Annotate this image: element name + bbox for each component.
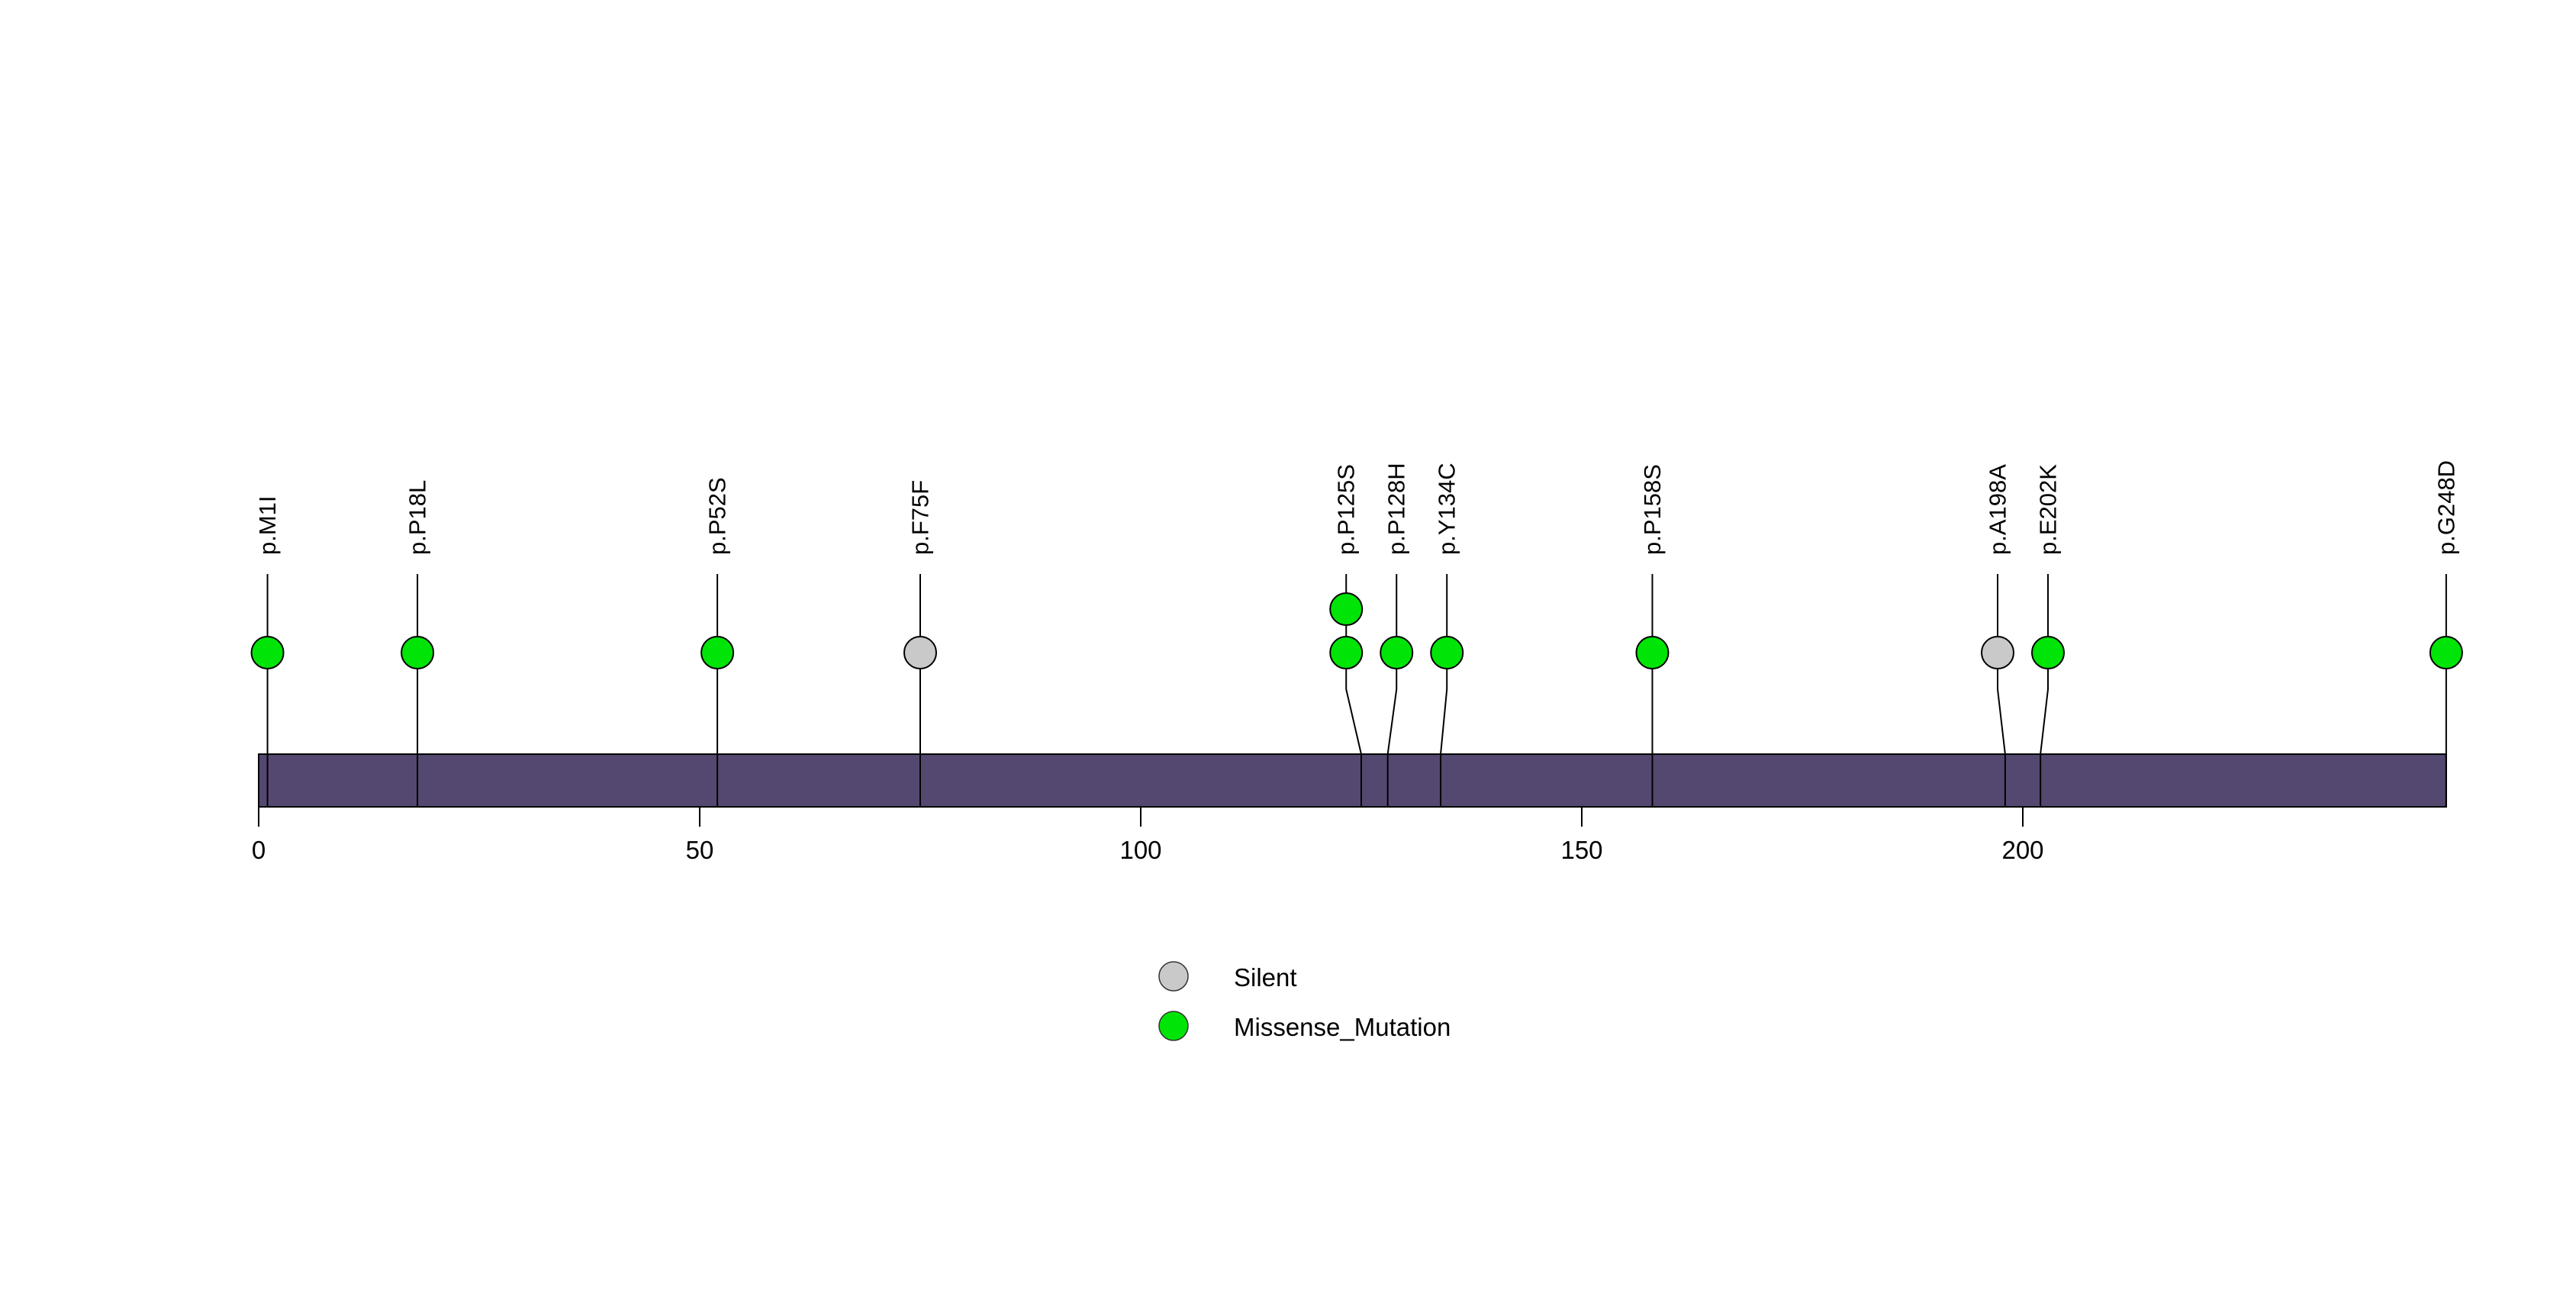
mutation-marker — [1981, 636, 2014, 669]
mutation-marker — [1329, 636, 1364, 669]
mutation-marker — [1635, 636, 1670, 669]
mutation-marker — [2429, 636, 2463, 669]
axis-tick-label: 200 — [2001, 836, 2043, 864]
axis-tick-label: 100 — [1119, 836, 1161, 864]
mutation-label: p.F75F — [907, 480, 934, 555]
axis-tick-label: 0 — [252, 836, 266, 864]
mutation-label: p.Y134C — [1434, 463, 1460, 555]
mutation-label: p.P18L — [404, 480, 431, 555]
mutation-label: p.P52S — [704, 477, 731, 555]
axis-tick-label: 50 — [686, 836, 714, 864]
mutation-label: p.G248D — [2433, 460, 2459, 555]
lollipop-stick — [1345, 574, 1362, 807]
mutation-label-layer: p.M1I p.P18L p.P52S p.F75F p.P125S p.P128H p.Y… — [254, 460, 2459, 555]
legend-label-silent: Silent — [1234, 963, 1297, 992]
lollipop-stick — [2040, 574, 2049, 807]
mutation-marker-layer — [250, 592, 2463, 669]
lollipop-stick — [1440, 574, 1448, 807]
mutation-label: p.P125S — [1333, 464, 1360, 555]
axis-tick-label: 150 — [1560, 836, 1602, 864]
x-axis-layer: 0 50 100 150 200 — [252, 807, 2044, 864]
legend-label-missense: Missense_Mutation — [1234, 1013, 1451, 1041]
mutation-marker — [2031, 636, 2065, 669]
legend-swatch-silent-icon — [1158, 961, 1189, 992]
lollipop-stick — [1997, 574, 2006, 807]
protein-bar — [258, 753, 2447, 808]
mutation-label: p.M1I — [254, 495, 281, 555]
mutation-label: p.E202K — [2035, 464, 2062, 555]
mutation-marker — [401, 636, 435, 669]
mutation-label: p.P128H — [1383, 463, 1410, 555]
mutation-marker — [1380, 636, 1414, 669]
protein-bar-layer — [258, 753, 2447, 808]
lollipop-stick — [1386, 574, 1398, 807]
mutation-marker — [1329, 592, 1364, 626]
mutation-label: p.P158S — [1639, 464, 1666, 555]
mutation-label: p.A198A — [1985, 464, 2011, 555]
mutation-marker — [903, 636, 937, 669]
lollipop-stick-layer — [266, 574, 2447, 807]
legend: Silent Missense_Mutation — [1158, 961, 1451, 1041]
legend-swatch-missense-icon — [1158, 1011, 1189, 1041]
mutation-marker — [250, 636, 285, 669]
mutation-marker — [1430, 636, 1464, 669]
mutation-marker — [700, 636, 735, 669]
